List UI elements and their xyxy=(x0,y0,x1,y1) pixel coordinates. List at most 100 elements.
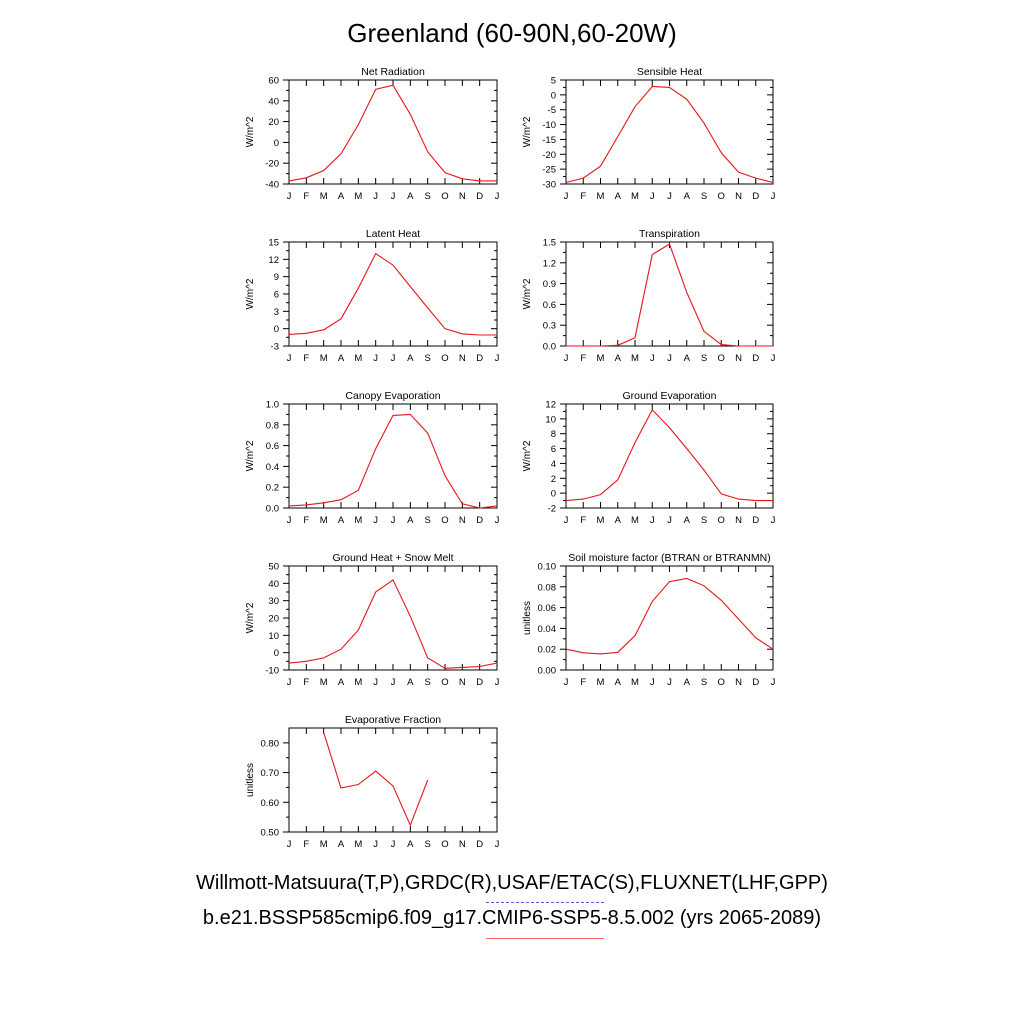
case-legend-line xyxy=(486,938,604,939)
x-tick-label: N xyxy=(459,677,466,688)
x-tick-label: J xyxy=(495,353,500,364)
y-tick-label: -30 xyxy=(542,180,556,191)
x-tick-label: F xyxy=(303,677,309,688)
y-tick-label: 0.50 xyxy=(261,828,280,839)
y-tick-label: 0 xyxy=(274,324,279,335)
y-tick-label: 10 xyxy=(268,631,279,642)
y-tick-label: 10 xyxy=(545,414,556,425)
x-tick-label: F xyxy=(580,353,586,364)
x-tick-label: A xyxy=(615,677,622,688)
x-tick-label: O xyxy=(441,191,448,202)
x-tick-label: J xyxy=(650,677,655,688)
x-tick-label: O xyxy=(441,353,448,364)
y-tick-label: 0.0 xyxy=(543,342,556,353)
y-axis-label: W/m^2 xyxy=(245,278,256,309)
x-tick-label: M xyxy=(354,515,362,526)
x-tick-label: M xyxy=(320,515,328,526)
x-tick-label: A xyxy=(338,515,345,526)
plot-frame xyxy=(288,727,498,833)
x-tick-label: M xyxy=(320,677,328,688)
x-tick-label: S xyxy=(424,353,430,364)
x-tick-label: D xyxy=(476,353,483,364)
panel-title: Canopy Evaporation xyxy=(345,390,440,402)
y-tick-label: 4 xyxy=(551,459,556,470)
y-tick-label: 6 xyxy=(274,290,279,301)
x-tick-label: O xyxy=(718,191,725,202)
x-tick-label: J xyxy=(771,191,776,202)
x-tick-label: N xyxy=(735,515,742,526)
y-tick-label: 0 xyxy=(274,648,279,659)
series-line xyxy=(565,577,774,655)
x-tick-label: F xyxy=(303,353,309,364)
y-tick-label: 0.2 xyxy=(266,483,279,494)
x-tick-label: J xyxy=(391,677,396,688)
page-title: Greenland (60-90N,60-20W) xyxy=(347,18,677,48)
panel-title: Sensible Heat xyxy=(637,66,702,78)
x-tick-label: A xyxy=(407,839,414,850)
footer-observations-text: Willmott-Matsuura(T,P),GRDC(R),USAF/ETAC… xyxy=(196,872,828,894)
y-tick-label: -20 xyxy=(265,159,279,170)
y-tick-label: 0.0 xyxy=(266,504,279,515)
x-tick-label: M xyxy=(354,191,362,202)
x-tick-label: D xyxy=(752,677,759,688)
x-tick-label: J xyxy=(287,839,292,850)
series-line xyxy=(288,579,498,669)
x-tick-label: N xyxy=(735,677,742,688)
y-tick-label: 0.00 xyxy=(538,666,557,677)
x-tick-label: O xyxy=(441,677,448,688)
x-tick-label: N xyxy=(459,191,466,202)
y-tick-label: 0.3 xyxy=(543,321,556,332)
y-tick-label: 40 xyxy=(268,579,279,590)
y-axis-label: W/m^2 xyxy=(522,278,533,309)
x-tick-label: M xyxy=(597,515,605,526)
y-tick-label: -2 xyxy=(548,504,556,515)
y-axis-label: unitless xyxy=(522,601,533,635)
x-tick-label: S xyxy=(701,515,707,526)
x-tick-label: A xyxy=(407,677,414,688)
x-tick-label: A xyxy=(684,191,691,202)
x-tick-label: O xyxy=(718,515,725,526)
y-tick-label: 20 xyxy=(268,614,279,625)
x-tick-label: J xyxy=(771,677,776,688)
x-tick-label: J xyxy=(495,839,500,850)
series-line xyxy=(288,84,497,182)
x-tick-label: F xyxy=(580,677,586,688)
x-tick-label: S xyxy=(424,839,430,850)
panel-title: Soil moisture factor (BTRAN or BTRANMN) xyxy=(568,552,770,564)
x-tick-label: F xyxy=(303,515,309,526)
y-tick-label: -10 xyxy=(265,666,279,677)
y-tick-label: 1.0 xyxy=(266,400,279,411)
x-tick-label: A xyxy=(684,353,691,364)
y-tick-label: 9 xyxy=(274,272,279,283)
x-tick-label: S xyxy=(701,191,707,202)
series-line xyxy=(288,413,498,509)
panel-title: Ground Evaporation xyxy=(623,390,717,402)
x-tick-label: J xyxy=(564,191,569,202)
plot-frame xyxy=(288,565,498,671)
y-tick-label: 15 xyxy=(268,238,279,249)
x-tick-label: J xyxy=(495,677,500,688)
plot-frame xyxy=(288,79,498,185)
x-tick-label: N xyxy=(735,191,742,202)
x-tick-label: M xyxy=(597,353,605,364)
x-tick-label: M xyxy=(631,515,639,526)
x-tick-label: S xyxy=(701,677,707,688)
y-tick-label: 50 xyxy=(268,562,279,573)
x-tick-label: N xyxy=(459,515,466,526)
y-tick-label: 0.06 xyxy=(538,603,557,614)
x-tick-label: J xyxy=(667,353,672,364)
x-tick-label: J xyxy=(287,353,292,364)
x-tick-label: J xyxy=(667,515,672,526)
x-tick-label: A xyxy=(615,191,622,202)
plot-frame xyxy=(565,403,774,509)
y-tick-label: 12 xyxy=(545,400,556,411)
x-tick-label: A xyxy=(338,677,345,688)
x-tick-label: A xyxy=(338,191,345,202)
y-tick-label: -15 xyxy=(542,135,556,146)
y-tick-label: -5 xyxy=(548,105,556,116)
